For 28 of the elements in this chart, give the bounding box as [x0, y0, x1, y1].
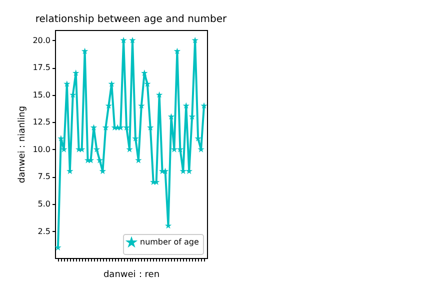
point	[144, 80, 151, 87]
point	[129, 36, 136, 44]
point	[156, 91, 163, 98]
y-tick-label: 7.5	[38, 172, 50, 182]
point	[72, 70, 80, 76]
y-tick-label: 5.0	[38, 200, 50, 208]
point	[58, 135, 64, 142]
point	[200, 102, 208, 109]
y-tick-label: 20.0	[32, 36, 50, 45]
point	[108, 80, 115, 87]
point	[120, 36, 127, 44]
point	[141, 70, 148, 76]
point	[90, 124, 98, 130]
y-tick-label: 10.0	[32, 144, 50, 154]
y-tick-label: 15.0	[32, 90, 50, 100]
y-axis-title: danwei：nianling	[18, 106, 28, 184]
point	[182, 102, 190, 109]
point	[96, 156, 104, 164]
legend-label: number of age	[140, 238, 199, 246]
y-tick-label: 2.5	[38, 226, 50, 236]
point	[64, 80, 70, 87]
y-tick-label: 17.5	[32, 63, 50, 72]
chart-title: relationship between age and number	[35, 14, 228, 25]
x-axis-title: danwei：ren	[103, 270, 160, 280]
y-tick-label: 12.5	[32, 118, 50, 127]
point	[174, 48, 181, 54]
point	[81, 48, 88, 54]
point	[168, 113, 175, 120]
